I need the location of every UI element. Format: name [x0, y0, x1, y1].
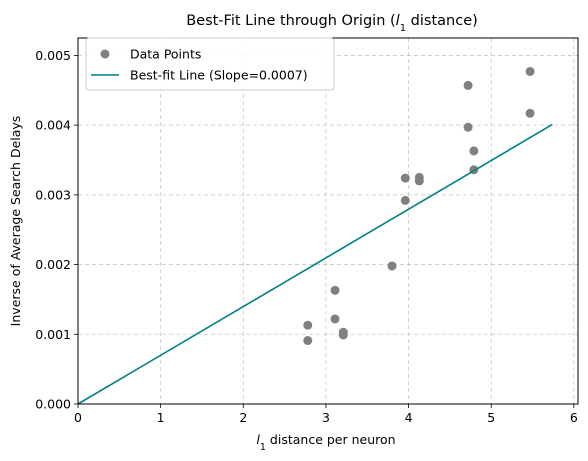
x-tick-label: 4: [405, 410, 413, 425]
x-tick-label: 3: [322, 410, 330, 425]
data-point: [463, 122, 473, 132]
legend-box: [85, 37, 335, 91]
y-tick-label: 0.001: [35, 327, 71, 342]
x-axis-ticks: 0 1 2 3 4 5 6: [74, 404, 578, 425]
x-tick-label: 5: [487, 410, 495, 425]
x-tick-label: 6: [570, 410, 578, 425]
x-axis-label: l1 distance per neuron: [256, 432, 395, 453]
y-axis-ticks: 0.000 0.001 0.002 0.003 0.004 0.005: [35, 48, 78, 412]
y-tick-label: 0.000: [35, 397, 71, 412]
y-tick-label: 0.005: [35, 48, 71, 63]
data-point: [400, 195, 410, 205]
data-point: [525, 66, 535, 76]
data-point: [338, 330, 348, 340]
x-tick-label: 2: [239, 410, 247, 425]
data-point: [525, 108, 535, 118]
data-point: [469, 146, 479, 156]
data-point: [414, 176, 424, 186]
data-point: [330, 314, 340, 324]
x-tick-label: 1: [157, 410, 165, 425]
data-point: [463, 80, 473, 90]
data-point: [303, 336, 313, 346]
y-tick-label: 0.004: [35, 118, 71, 133]
y-tick-label: 0.003: [35, 187, 71, 202]
legend-label-best-fit-line: Best-fit Line (Slope=0.0007): [130, 68, 308, 83]
data-point: [387, 261, 397, 271]
data-point: [400, 173, 410, 183]
data-point: [330, 285, 340, 295]
y-tick-label: 0.002: [35, 257, 71, 272]
y-axis-label: Inverse of Average Search Delays: [8, 116, 23, 327]
chart-title: Best-Fit Line through Origin (l1 distanc…: [186, 13, 478, 34]
grid: [77, 38, 578, 405]
plot-series: [77, 66, 553, 405]
legend: Data Points Best-fit Line (Slope=0.0007): [85, 37, 335, 91]
legend-label-data-points: Data Points: [130, 47, 201, 62]
data-point: [303, 320, 313, 330]
best-fit-line: [77, 123, 553, 405]
plot-frame: [77, 37, 579, 405]
x-tick-label: 0: [74, 410, 82, 425]
legend-marker-data-points: [100, 49, 110, 59]
